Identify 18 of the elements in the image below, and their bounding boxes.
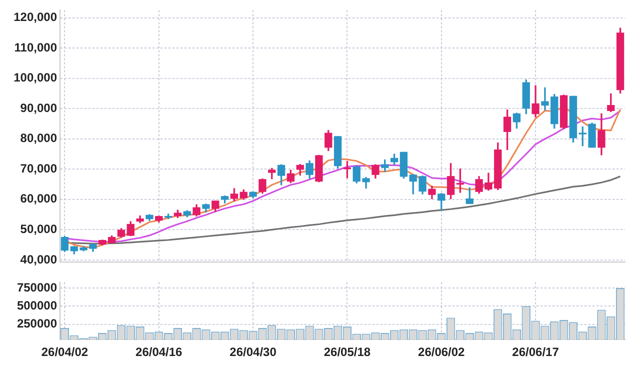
y-tick-label: 60,000 [20, 192, 58, 206]
y-tick-label: 50,000 [20, 222, 58, 236]
x-tick-label: 26/05/18 [324, 345, 371, 360]
y-tick-label: 100,000 [14, 70, 58, 85]
x-tick-label: 26/04/16 [136, 345, 183, 360]
y-tick-label: 750000 [16, 280, 58, 294]
y-tick-label: 90,000 [20, 100, 58, 115]
x-tick-label: 26/06/17 [512, 345, 560, 360]
x-tick-label: 26/04/02 [41, 345, 88, 360]
y-tick-label: 500000 [16, 298, 58, 312]
y-tick-label: 80,000 [20, 131, 58, 146]
y-tick-label: 70,000 [20, 161, 58, 176]
y-tick-label: 250000 [16, 316, 58, 331]
y-tick-label: 40,000 [20, 252, 58, 266]
y-tick-label: 120,000 [14, 10, 58, 24]
y-tick-label: 110,000 [14, 40, 58, 54]
x-tick-label: 26/04/30 [230, 345, 277, 360]
x-tick-label: 26/06/02 [418, 345, 466, 360]
